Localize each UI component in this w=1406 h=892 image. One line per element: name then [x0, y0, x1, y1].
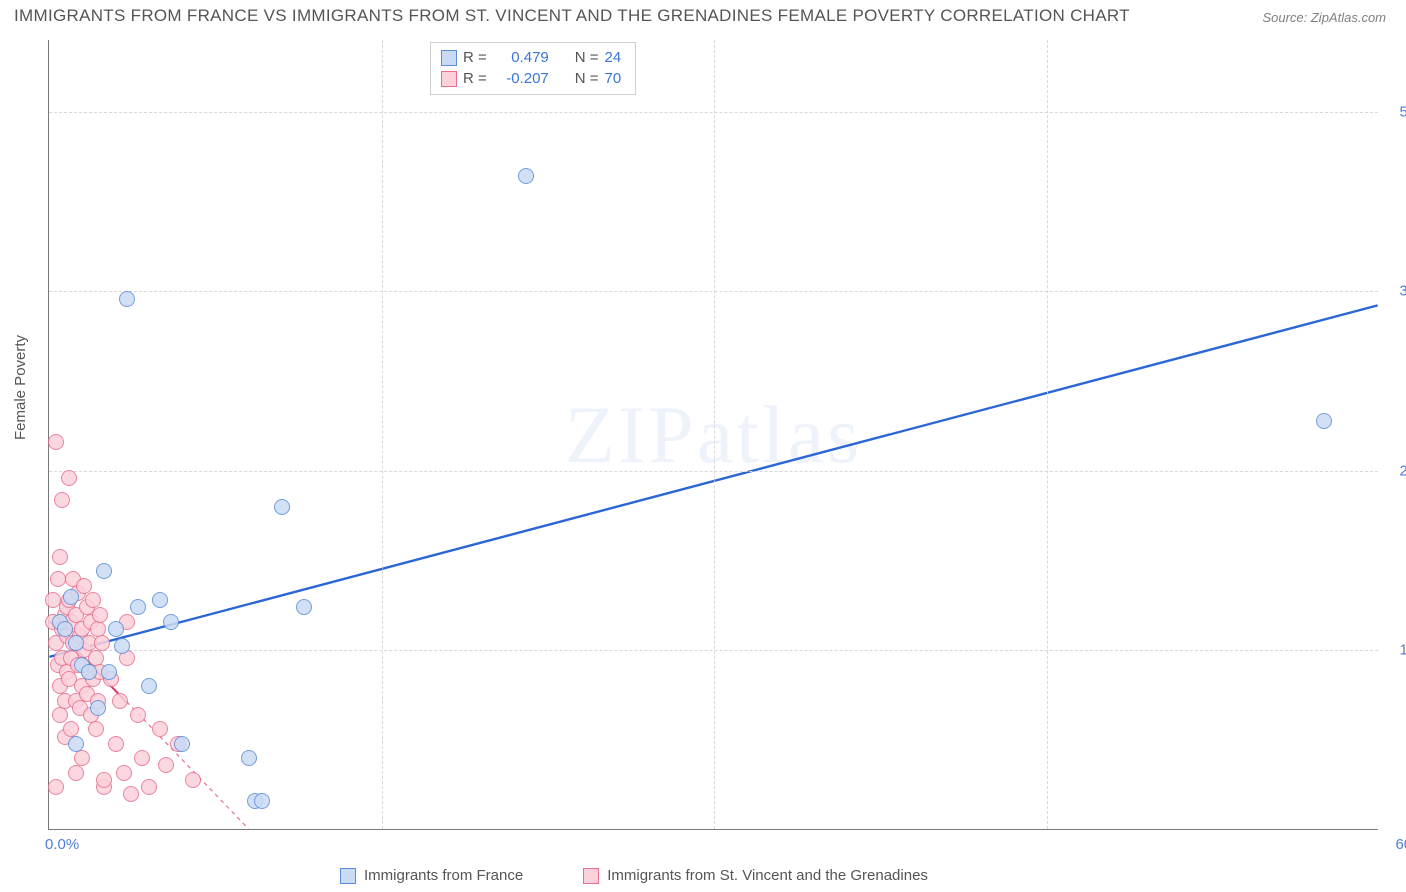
- data-point: [68, 765, 84, 781]
- data-point: [274, 499, 290, 515]
- data-point: [94, 635, 110, 651]
- data-point: [114, 638, 130, 654]
- y-tick-label: 37.5%: [1384, 283, 1406, 300]
- y-tick-label: 50.0%: [1384, 103, 1406, 120]
- data-point: [116, 765, 132, 781]
- legend-row-france: R = 0.479 N = 24: [441, 47, 621, 68]
- y-tick-label: 12.5%: [1384, 642, 1406, 659]
- data-point: [134, 750, 150, 766]
- data-point: [52, 707, 68, 723]
- source-label: Source: ZipAtlas.com: [1262, 10, 1386, 25]
- data-point: [96, 772, 112, 788]
- data-point: [1316, 413, 1332, 429]
- r-label: R =: [463, 68, 487, 89]
- swatch-france-icon: [441, 50, 457, 66]
- x-tick-max: 60.0%: [1382, 836, 1406, 853]
- data-point: [163, 614, 179, 630]
- data-point: [68, 736, 84, 752]
- data-point: [96, 563, 112, 579]
- data-point: [57, 621, 73, 637]
- gridline-v: [1047, 40, 1048, 829]
- data-point: [63, 589, 79, 605]
- data-point: [141, 779, 157, 795]
- swatch-stvincent-icon: [441, 71, 457, 87]
- r-value: 0.479: [493, 47, 549, 68]
- legend-label: Immigrants from France: [364, 867, 523, 884]
- data-point: [518, 168, 534, 184]
- data-point: [90, 700, 106, 716]
- data-point: [174, 736, 190, 752]
- data-point: [241, 750, 257, 766]
- data-point: [61, 470, 77, 486]
- n-label: N =: [575, 47, 599, 68]
- legend-item-france: Immigrants from France: [340, 867, 523, 884]
- y-tick-label: 25.0%: [1384, 462, 1406, 479]
- n-label: N =: [575, 68, 599, 89]
- swatch-stvincent-icon: [583, 868, 599, 884]
- data-point: [48, 779, 64, 795]
- data-point: [158, 757, 174, 773]
- data-point: [130, 599, 146, 615]
- n-value: 24: [605, 47, 622, 68]
- data-point: [112, 693, 128, 709]
- data-point: [130, 707, 146, 723]
- data-point: [48, 434, 64, 450]
- series-legend: Immigrants from France Immigrants from S…: [340, 867, 928, 884]
- gridline-v: [714, 40, 715, 829]
- data-point: [74, 750, 90, 766]
- swatch-france-icon: [340, 868, 356, 884]
- n-value: 70: [605, 68, 622, 89]
- legend-label: Immigrants from St. Vincent and the Gren…: [607, 867, 928, 884]
- data-point: [108, 621, 124, 637]
- r-label: R =: [463, 47, 487, 68]
- data-point: [88, 721, 104, 737]
- data-point: [141, 678, 157, 694]
- legend-row-stvincent: R = -0.207 N = 70: [441, 68, 621, 89]
- plot-area: ZIPatlas 0.0% 60.0% 12.5%25.0%37.5%50.0%: [48, 40, 1378, 830]
- x-tick-min: 0.0%: [45, 836, 79, 853]
- y-axis-label: Female Poverty: [12, 335, 29, 440]
- data-point: [81, 664, 97, 680]
- data-point: [92, 607, 108, 623]
- chart-title: IMMIGRANTS FROM FRANCE VS IMMIGRANTS FRO…: [14, 6, 1130, 26]
- data-point: [296, 599, 312, 615]
- data-point: [108, 736, 124, 752]
- legend-item-stvincent: Immigrants from St. Vincent and the Gren…: [583, 867, 928, 884]
- data-point: [152, 592, 168, 608]
- correlation-legend: R = 0.479 N = 24 R = -0.207 N = 70: [430, 42, 636, 95]
- data-point: [76, 578, 92, 594]
- data-point: [254, 793, 270, 809]
- gridline-v: [382, 40, 383, 829]
- r-value: -0.207: [493, 68, 549, 89]
- data-point: [119, 291, 135, 307]
- data-point: [123, 786, 139, 802]
- data-point: [152, 721, 168, 737]
- data-point: [54, 492, 70, 508]
- data-point: [101, 664, 117, 680]
- data-point: [52, 549, 68, 565]
- data-point: [50, 571, 66, 587]
- data-point: [185, 772, 201, 788]
- data-point: [68, 635, 84, 651]
